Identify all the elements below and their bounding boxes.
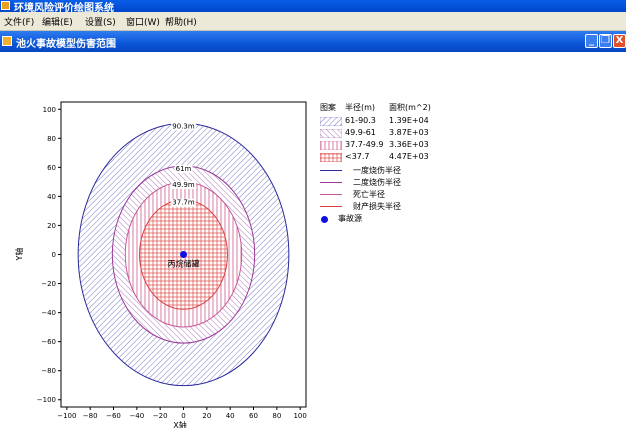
chart-window-icon bbox=[2, 36, 12, 46]
menu-edit[interactable]: 编辑(E) bbox=[42, 18, 73, 28]
legend-radius: 61-90.3 bbox=[345, 116, 376, 125]
legend-row-zone-3: 37.7-49.9 3.36E+03 bbox=[318, 140, 438, 152]
hatch-swatch-grid bbox=[320, 153, 342, 162]
y-tick-label: −20 bbox=[41, 280, 56, 288]
app-title: 环境风险评价绘图系统 bbox=[14, 3, 114, 14]
x-tick-label: −20 bbox=[153, 412, 168, 420]
legend-line-label: 二度烧伤半径 bbox=[353, 178, 401, 187]
damage-range-chart: −100 −80 −60 −40 −20 0 20 40 60 80 100 −100 −80 −60 −4… bbox=[14, 101, 307, 428]
legend-radius: 49.9-61 bbox=[345, 128, 376, 137]
x-tick-label: −100 bbox=[57, 412, 76, 420]
y-axis-label: Y轴 bbox=[14, 248, 24, 262]
restore-button[interactable]: ❐ bbox=[599, 34, 612, 48]
y-tick-label: −80 bbox=[41, 367, 56, 375]
y-tick-label: −40 bbox=[41, 309, 56, 317]
y-tick-label: 40 bbox=[47, 193, 56, 201]
menu-settings[interactable]: 设置(S) bbox=[85, 18, 116, 28]
x-tick-label: −60 bbox=[106, 412, 121, 420]
legend-source-label: 事故源 bbox=[338, 214, 362, 223]
radius-label: 37.7m bbox=[172, 199, 195, 207]
legend-area: 3.36E+03 bbox=[389, 140, 429, 149]
y-tick-label: 80 bbox=[47, 135, 56, 143]
y-tick-label: 20 bbox=[47, 222, 56, 230]
legend-line-swatch bbox=[320, 194, 342, 195]
source-point-label: 丙烷储罐 bbox=[168, 259, 200, 269]
legend-row-zone-4: <37.7 4.47E+03 bbox=[318, 152, 438, 164]
legend-header-radius: 半径(m) bbox=[345, 103, 376, 112]
y-tick-label: −100 bbox=[37, 396, 56, 404]
legend-header-area: 面积(m^2) bbox=[389, 103, 431, 112]
y-tick-label: −60 bbox=[41, 338, 56, 346]
x-tick-label: 80 bbox=[272, 412, 281, 420]
x-tick-label: −80 bbox=[83, 412, 98, 420]
radius-label-background bbox=[171, 122, 196, 131]
radius-label-background bbox=[174, 164, 193, 173]
radius-label: 61m bbox=[176, 165, 192, 173]
menu-file[interactable]: 文件(F) bbox=[4, 18, 35, 28]
menu-bar: 文件(F) 编辑(E) 设置(S) 窗口(W) 帮助(H) bbox=[0, 12, 626, 31]
hatch-swatch-vertical bbox=[320, 141, 342, 150]
x-tick-label: 20 bbox=[202, 412, 211, 420]
child-window-titlebar: 池火事故模型伤害范围 _ ❐ X bbox=[0, 31, 626, 52]
menu-window[interactable]: 窗口(W) bbox=[126, 18, 160, 28]
legend-source: 事故源 bbox=[318, 213, 438, 225]
legend-header-pattern: 图案 bbox=[320, 103, 336, 112]
x-axis-label: X轴 bbox=[173, 420, 186, 428]
legend-area: 4.47E+03 bbox=[389, 152, 429, 161]
menu-help[interactable]: 帮助(H) bbox=[165, 18, 197, 28]
x-tick-label: 100 bbox=[293, 412, 306, 420]
legend-area: 1.39E+04 bbox=[389, 116, 429, 125]
legend-line-label: 财产损失半径 bbox=[353, 202, 401, 211]
legend-line-label: 一度烧伤半径 bbox=[353, 166, 401, 175]
y-tick-label: 60 bbox=[47, 164, 56, 172]
x-tick-label: −40 bbox=[129, 412, 144, 420]
legend-row-zone-2: 49.9-61 3.87E+03 bbox=[318, 128, 438, 140]
hatch-swatch-forward bbox=[320, 117, 342, 126]
x-tick-label: 40 bbox=[226, 412, 235, 420]
minimize-button[interactable]: _ bbox=[585, 34, 598, 48]
legend-line-swatch bbox=[320, 206, 342, 207]
radius-label-background bbox=[171, 181, 196, 190]
legend-line-second-degree: 二度烧伤半径 bbox=[318, 177, 438, 189]
legend-line-label: 死亡半径 bbox=[353, 190, 385, 199]
legend-line-property-loss: 财产损失半径 bbox=[318, 201, 438, 213]
app-titlebar: 环境风险评价绘图系统 bbox=[0, 0, 626, 14]
radius-label-background bbox=[171, 198, 196, 207]
source-dot-icon bbox=[321, 216, 328, 223]
chart-area: −100 −80 −60 −40 −20 0 20 40 60 80 100 −100 −80 −60 −4… bbox=[0, 52, 626, 428]
child-window-title: 池火事故模型伤害范围 bbox=[16, 39, 116, 50]
y-tick-label: 100 bbox=[43, 106, 56, 114]
legend-radius: 37.7-49.9 bbox=[345, 140, 384, 149]
legend-line-swatch bbox=[320, 182, 342, 183]
legend-line-first-degree: 一度烧伤半径 bbox=[318, 165, 438, 177]
legend-radius: <37.7 bbox=[345, 152, 370, 161]
legend-line-death: 死亡半径 bbox=[318, 189, 438, 201]
x-tick-label: 0 bbox=[181, 412, 185, 420]
hatch-swatch-backward bbox=[320, 129, 342, 138]
legend-row-zone-1: 61-90.3 1.39E+04 bbox=[318, 116, 438, 128]
close-button[interactable]: X bbox=[613, 34, 626, 48]
x-tick-label: 60 bbox=[249, 412, 258, 420]
radius-label: 90.3m bbox=[172, 122, 195, 130]
legend-area: 3.87E+03 bbox=[389, 128, 429, 137]
app-icon bbox=[1, 1, 10, 10]
y-tick-label: 0 bbox=[52, 251, 56, 259]
legend-line-swatch bbox=[320, 170, 342, 171]
radius-label: 49.9m bbox=[172, 181, 195, 189]
accident-source-point bbox=[180, 251, 187, 258]
